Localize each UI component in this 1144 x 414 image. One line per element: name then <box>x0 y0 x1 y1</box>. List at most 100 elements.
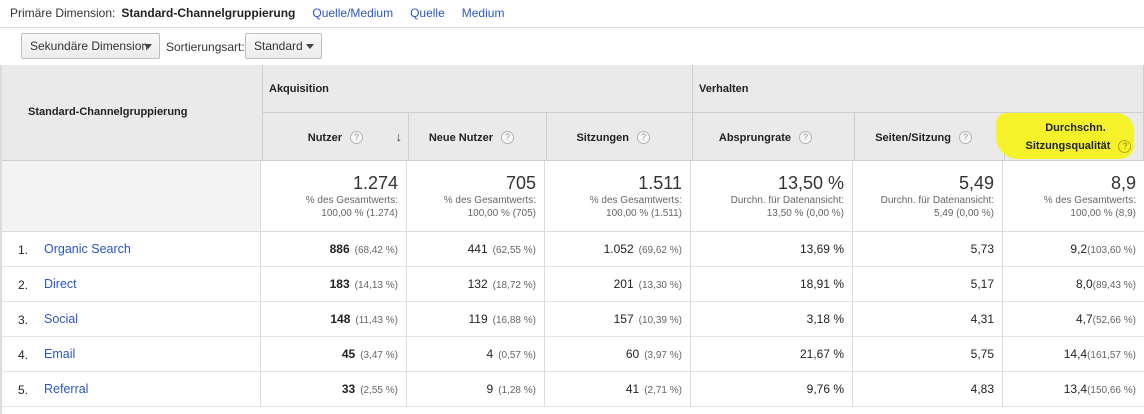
row-sessions-value: 1.052 <box>603 242 634 256</box>
totals-users: 1.274 % des Gesamtwerts: 100,00 % (1.274… <box>261 161 407 231</box>
row-users-cell: 183 (14,13 %) <box>261 267 407 302</box>
column-header-new-users[interactable]: Neue Nutzer ? <box>409 113 547 161</box>
primary-dimension-link-source-medium[interactable]: Quelle/Medium <box>312 6 394 20</box>
sort-type-value: Standard <box>254 39 303 53</box>
question-circle-icon[interactable]: ? <box>501 131 514 144</box>
row-quality-value: 4,7 <box>1075 312 1093 326</box>
question-circle-icon[interactable]: ? <box>1118 140 1132 153</box>
row-sessions-cell: 60 (3,97 %) <box>545 337 691 372</box>
row-pages-cell: 4,31 <box>853 302 1003 337</box>
sort-type-dropdown[interactable]: Standard <box>245 33 322 59</box>
totals-divider <box>2 231 1144 232</box>
row-bounce-value: 13,69 % <box>799 242 844 256</box>
column-header-users[interactable]: Nutzer ? ↓ <box>263 113 409 161</box>
sort-type-label: Sortierungsart: <box>166 40 245 54</box>
dimension-column-header[interactable]: Standard-Channelgruppierung <box>2 65 263 161</box>
row-users-percent: (2,55 %) <box>360 385 398 396</box>
question-circle-icon[interactable]: ? <box>799 131 812 144</box>
row-bounce-cell: 18,91 % <box>691 267 853 302</box>
row-new-users-value: 132 <box>467 277 488 291</box>
totals-row: 1.274 % des Gesamtwerts: 100,00 % (1.274… <box>2 161 1144 231</box>
column-quality-header-text: Durchschn. Sitzungsqualität ? <box>1003 121 1142 161</box>
row-bounce-cell: 9,76 % <box>691 372 853 407</box>
column-users-label: Nutzer <box>307 131 342 144</box>
row-quality-cell: 13,4(150,66 %) <box>1003 372 1144 407</box>
row-quality-value: 13,4 <box>1063 382 1088 396</box>
row-users-percent: (11,43 %) <box>355 315 398 326</box>
question-circle-icon[interactable]: ? <box>959 131 972 144</box>
column-header-pages-per-session[interactable]: Seiten/Sitzung ? <box>855 113 1005 161</box>
group-header-acquisition: Akquisition <box>263 65 693 113</box>
totals-quality: 8,9 % des Gesamtwerts: 100,00 % (8,9) <box>1003 161 1144 231</box>
row-rank: 2. <box>18 278 29 292</box>
row-pages-value: 5,17 <box>970 277 994 291</box>
caret-down-icon <box>306 44 314 49</box>
row-users-value: 148 <box>330 312 351 326</box>
row-sessions-value: 201 <box>613 277 634 291</box>
row-quality-value: 8,0 <box>1075 277 1093 291</box>
row-users-value: 183 <box>329 277 350 291</box>
row-new-users-value: 119 <box>468 312 488 326</box>
column-quality-label-line1: Durchschn. <box>1045 122 1106 134</box>
primary-dimension-label: Primäre Dimension: <box>10 6 116 20</box>
row-bounce-cell: 13,69 % <box>691 232 853 267</box>
row-sessions-percent: (3,97 %) <box>644 350 682 361</box>
row-sessions-value: 60 <box>625 347 640 361</box>
row-new-users-cell: 132 (18,72 %) <box>407 267 545 302</box>
highlight-marker <box>996 113 1134 159</box>
row-new-users-value: 441 <box>467 242 488 256</box>
secondary-dimension-label: Sekundäre Dimension <box>30 39 149 53</box>
row-users-percent: (68,42 %) <box>354 245 398 256</box>
primary-dimension-link-medium[interactable]: Medium <box>461 6 505 20</box>
row-sessions-cell: 1.052 (69,62 %) <box>545 232 691 267</box>
row-pages-cell: 5,75 <box>853 337 1003 372</box>
primary-dimension-link-source[interactable]: Quelle <box>410 6 445 20</box>
totals-quality-line2: 100,00 % (8,9) <box>1070 208 1136 219</box>
row-bounce-cell: 3,18 % <box>691 302 853 337</box>
row-dimension-cell: 3. Social <box>2 302 261 337</box>
question-circle-icon[interactable]: ? <box>350 131 363 144</box>
row-users-cell: 33 (2,55 %) <box>261 372 407 407</box>
primary-dimension-bar: Primäre Dimension: Standard-Channelgrupp… <box>10 5 521 21</box>
totals-new-users: 705 % des Gesamtwerts: 100,00 % (705) <box>407 161 545 231</box>
secondary-dimension-dropdown[interactable]: Sekundäre Dimension <box>21 33 160 59</box>
row-rank: 4. <box>18 348 29 362</box>
row-pages-cell: 5,17 <box>853 267 1003 302</box>
totals-pages-value: 5,49 <box>958 173 994 193</box>
row-quality-percent: (150,66 %) <box>1087 385 1136 396</box>
row-users-value: 33 <box>341 382 356 396</box>
row-channel-link[interactable]: Referral <box>44 382 89 396</box>
row-channel-link[interactable]: Organic Search <box>44 242 131 256</box>
row-dimension-cell: 4. Email <box>2 337 261 372</box>
arrow-down-icon[interactable]: ↓ <box>395 129 403 144</box>
row-channel-link[interactable]: Social <box>44 312 79 326</box>
row-channel-link[interactable]: Direct <box>44 277 77 291</box>
table-row: 1. Organic Search 886 (68,42 %) 441 (62,55 %)… <box>2 232 1144 267</box>
group-behavior-label: Verhalten <box>699 83 749 95</box>
totals-users-value: 1.274 <box>352 173 398 193</box>
table-toolbar: Sekundäre Dimension Sortierungsart: Stan… <box>0 27 1144 65</box>
totals-quality-line1: % des Gesamtwerts: <box>1043 195 1136 206</box>
row-pages-value: 5,73 <box>970 242 994 256</box>
totals-new-users-line2: 100,00 % (705) <box>467 208 536 219</box>
row-new-users-cell: 119 (16,88 %) <box>407 302 545 337</box>
row-bounce-cell: 21,67 % <box>691 337 853 372</box>
row-channel-link[interactable]: Email <box>44 347 76 361</box>
row-pages-value: 5,75 <box>970 347 994 361</box>
row-users-percent: (14,13 %) <box>354 280 398 291</box>
row-bounce-value: 18,91 % <box>799 277 844 291</box>
column-header-sessions[interactable]: Sitzungen ? <box>547 113 693 161</box>
row-bounce-value: 21,67 % <box>799 347 844 361</box>
row-pages-value: 4,83 <box>970 382 994 396</box>
row-new-users-cell: 9 (1,28 %) <box>407 372 545 407</box>
column-bounce-label: Absprungrate <box>718 131 791 144</box>
row-sessions-cell: 157 (10,39 %) <box>545 302 691 337</box>
row-new-users-value: 4 <box>486 347 494 361</box>
column-header-bounce-rate[interactable]: Absprungrate ? <box>693 113 855 161</box>
column-pages-label: Seiten/Sitzung <box>875 131 951 144</box>
row-users-value: 886 <box>329 242 350 256</box>
totals-pages: 5,49 Durchn. für Datenansicht: 5,49 (0,0… <box>853 161 1003 231</box>
question-circle-icon[interactable]: ? <box>637 131 650 144</box>
row-users-cell: 148 (11,43 %) <box>261 302 407 337</box>
row-quality-value: 14,4 <box>1063 347 1088 361</box>
